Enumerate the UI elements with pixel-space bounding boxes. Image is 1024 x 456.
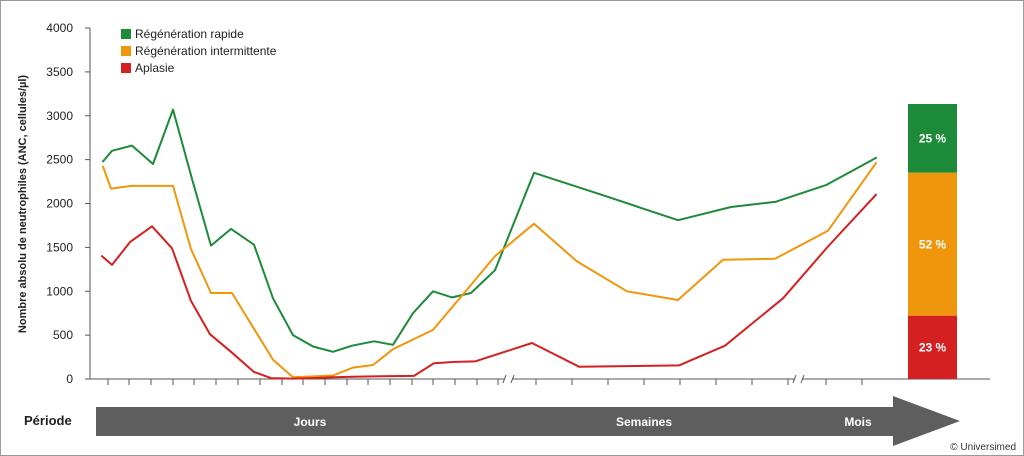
- y-tick-label: 3500: [46, 65, 73, 79]
- period-axis-title: Période: [24, 413, 72, 428]
- y-tick-label: 3000: [46, 109, 73, 123]
- y-tick-label: 4000: [46, 21, 73, 35]
- stacked-bar-segment: [908, 315, 957, 379]
- series-line-regeneration-rapide: [102, 108, 877, 353]
- y-tick-label: 500: [53, 328, 73, 342]
- stacked-bar-label: 23 %: [919, 340, 947, 354]
- y-tick-label: 2000: [46, 197, 73, 211]
- series-line-regeneration-intermittente: [102, 162, 877, 379]
- legend-swatch-regeneration-intermittente: [121, 46, 131, 56]
- axis-break-mark: [502, 374, 507, 384]
- legend-label-regeneration-rapide: Régénération rapide: [135, 27, 244, 41]
- y-tick-label: 2500: [46, 153, 73, 167]
- legend-swatch-regeneration-rapide: [121, 29, 131, 39]
- copyright-notice: © Universimed: [950, 442, 1016, 453]
- axis-break-mark: [510, 374, 515, 384]
- y-tick-label: 1500: [46, 240, 73, 254]
- y-tick-label: 1000: [46, 284, 73, 298]
- axis-break-mark: [792, 374, 797, 384]
- period-label: Jours: [294, 415, 327, 429]
- period-label: Mois: [844, 415, 872, 429]
- legend-label-aplasie: Aplasie: [135, 61, 175, 75]
- legend-swatch-aplasie: [121, 63, 131, 73]
- stacked-bar-segment: [908, 104, 957, 173]
- y-tick-label: 0: [66, 372, 73, 386]
- stacked-bar-segment: [908, 172, 957, 316]
- period-arrow: [96, 396, 960, 446]
- axis-break-mark: [800, 374, 805, 384]
- stacked-bar-label: 52 %: [919, 237, 947, 251]
- legend-label-regeneration-intermittente: Régénération intermittente: [135, 44, 277, 58]
- y-axis-label: Nombre absolu de neutrophiles (ANC, cell…: [17, 75, 29, 333]
- period-label: Semaines: [616, 415, 672, 429]
- series-line-aplasie: [101, 193, 877, 380]
- stacked-bar-label: 25 %: [919, 131, 947, 145]
